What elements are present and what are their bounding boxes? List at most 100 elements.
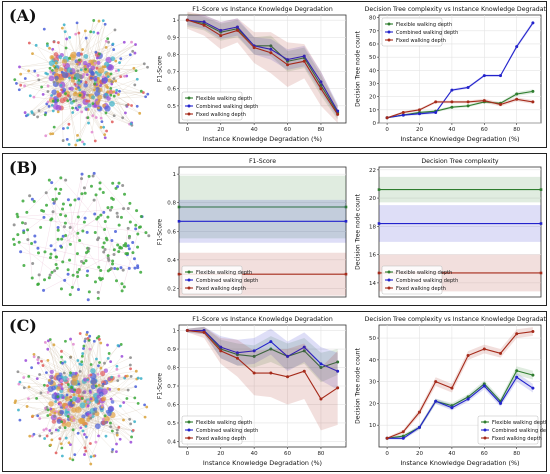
data-point [302,54,306,58]
legend-label: Fixed walking depth [196,286,246,292]
series-line [387,22,534,119]
data-point [450,406,454,410]
data-point [319,80,323,84]
legend-marker [187,420,191,424]
data-point [499,103,502,107]
x-tick-label: 20 [416,127,423,133]
legend: Flexible walking depth Combined walking d… [381,265,458,295]
y-tick-label: 0.5 [167,421,176,427]
series-1 [385,20,535,120]
data-point [319,366,323,370]
data-point [515,92,519,96]
data-point [401,110,405,114]
data-point [531,330,535,334]
data-point [418,425,421,429]
data-point [235,28,239,32]
data-point [466,104,470,108]
y-tick-label: 22 [369,168,376,174]
y-tick-label: 0.8 [167,201,176,207]
x-tick-label: 20 [217,451,224,457]
series-line [387,370,534,439]
series-2 [385,327,535,440]
data-point [336,109,340,113]
data-point [482,382,486,386]
data-point [302,349,306,353]
data-point [466,395,470,399]
data-point [434,110,438,114]
chart-a-dt: 0 20 40 60 80 0 10 20 30 40 50 60 70 80 Decision Tree … [355,6,547,143]
legend-marker [187,270,191,274]
data-point [185,18,189,22]
x-axis-label: Instance Knowledge Degradation (%) [203,135,322,143]
series-2 [185,326,340,431]
data-point [202,20,206,24]
data-point [177,205,181,209]
data-point [269,47,273,51]
data-point [531,386,535,390]
data-point [302,345,306,349]
network-nodes [13,330,149,466]
y-tick-label: 20 [369,401,376,407]
data-point [219,34,223,38]
legend-box [381,265,443,295]
data-point [177,272,181,276]
y-tick-label: 20 [369,196,376,202]
data-point [531,373,535,377]
y-tick-label: 0.4 [167,439,176,445]
data-point [434,399,438,403]
series-line [386,98,533,119]
confidence-band [187,326,338,390]
y-tick-label: 0.8 [167,366,176,372]
data-point [466,397,470,401]
data-point [252,354,256,358]
x-tick-label: 80 [513,127,520,133]
x-tick-label: 60 [284,451,291,457]
chart-b-f1: 0.2 0.4 0.6 0.8 1 F1-Score F1-Score Flexible wa… [157,158,348,298]
data-point [401,113,405,117]
data-point [377,188,381,191]
legend-label: Fixed walking depth [196,112,246,118]
chart-title: Decision Tree complexity vs Instance Kno… [365,6,546,13]
data-point [385,116,389,120]
confidence-band [387,89,533,119]
chart-title: F1-Score vs Instance Knowledge Degradati… [192,6,333,13]
series-line [387,90,533,119]
series-line [386,330,533,439]
chart-a-f1: 0 20 40 60 80 0.5 0.6 0.7 0.8 0.9 1 F1-Score vs Ins… [157,6,347,143]
data-point [385,436,389,440]
data-point [269,371,273,375]
data-point [515,332,519,336]
y-axis-label: Decision Tree node count [355,348,362,424]
data-point [539,271,543,275]
data-point [377,222,381,225]
data-point [515,45,519,49]
legend-label: Fixed walking depth [492,436,542,442]
y-tick-label: 40 [369,358,376,364]
data-point [434,100,438,104]
data-point [336,360,340,364]
legend-marker [483,420,487,424]
data-point [202,23,206,27]
legend-marker [187,278,191,282]
panel-b-label: (B) [9,158,38,177]
series-line [187,329,338,369]
legend-marker [187,286,191,290]
y-tick-label: 0.4 [167,258,176,264]
data-point [499,74,502,78]
y-tick-label: 10 [369,423,376,429]
x-tick-label: 60 [481,451,488,457]
y-tick-label: 0 [373,121,377,127]
data-point [319,397,323,401]
legend-marker [387,286,391,290]
legend-label: Fixed walking depth [196,436,246,442]
data-point [252,46,256,50]
y-tick-label: 50 [369,55,376,61]
chart-title: Decision Tree complexity [421,158,499,165]
data-point [466,354,470,357]
data-point [450,88,454,92]
legend-box [181,265,243,295]
x-axis-label: Instance Knowledge Degradation (%) [400,135,519,143]
legend-label: Combined walking depth [196,428,258,434]
x-tick-label: 0 [385,127,389,133]
x-axis-label: Instance Knowledge Degradation (%) [203,459,322,467]
